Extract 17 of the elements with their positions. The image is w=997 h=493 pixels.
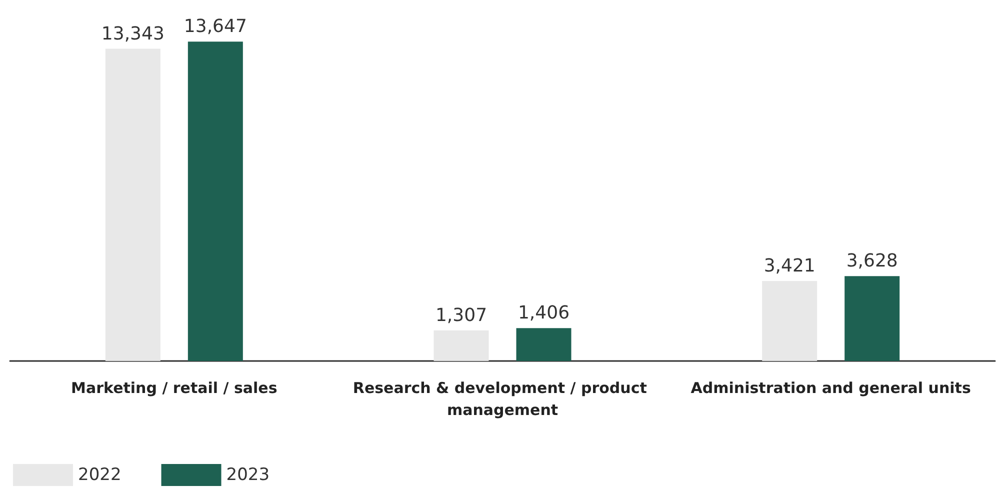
bar (188, 42, 243, 361)
data-label: 1,307 (435, 304, 488, 326)
x-tick-label: Research & development / product management (352, 379, 652, 419)
data-label: 3,628 (846, 250, 898, 272)
bar (762, 280, 818, 361)
data-label: 13,343 (101, 23, 164, 44)
x-tick-label: Marketing / retail / sales (71, 379, 278, 397)
legend-label: 2023 (226, 465, 270, 485)
legend-label: 2022 (78, 465, 122, 485)
bar (105, 48, 160, 361)
bar (516, 328, 572, 361)
data-label: 3,421 (764, 255, 816, 276)
x-tick-label: Administration and general units (690, 379, 971, 397)
bar (434, 330, 489, 361)
data-label: 13,647 (184, 16, 247, 38)
bar (844, 276, 900, 361)
data-label: 1,406 (518, 302, 570, 324)
